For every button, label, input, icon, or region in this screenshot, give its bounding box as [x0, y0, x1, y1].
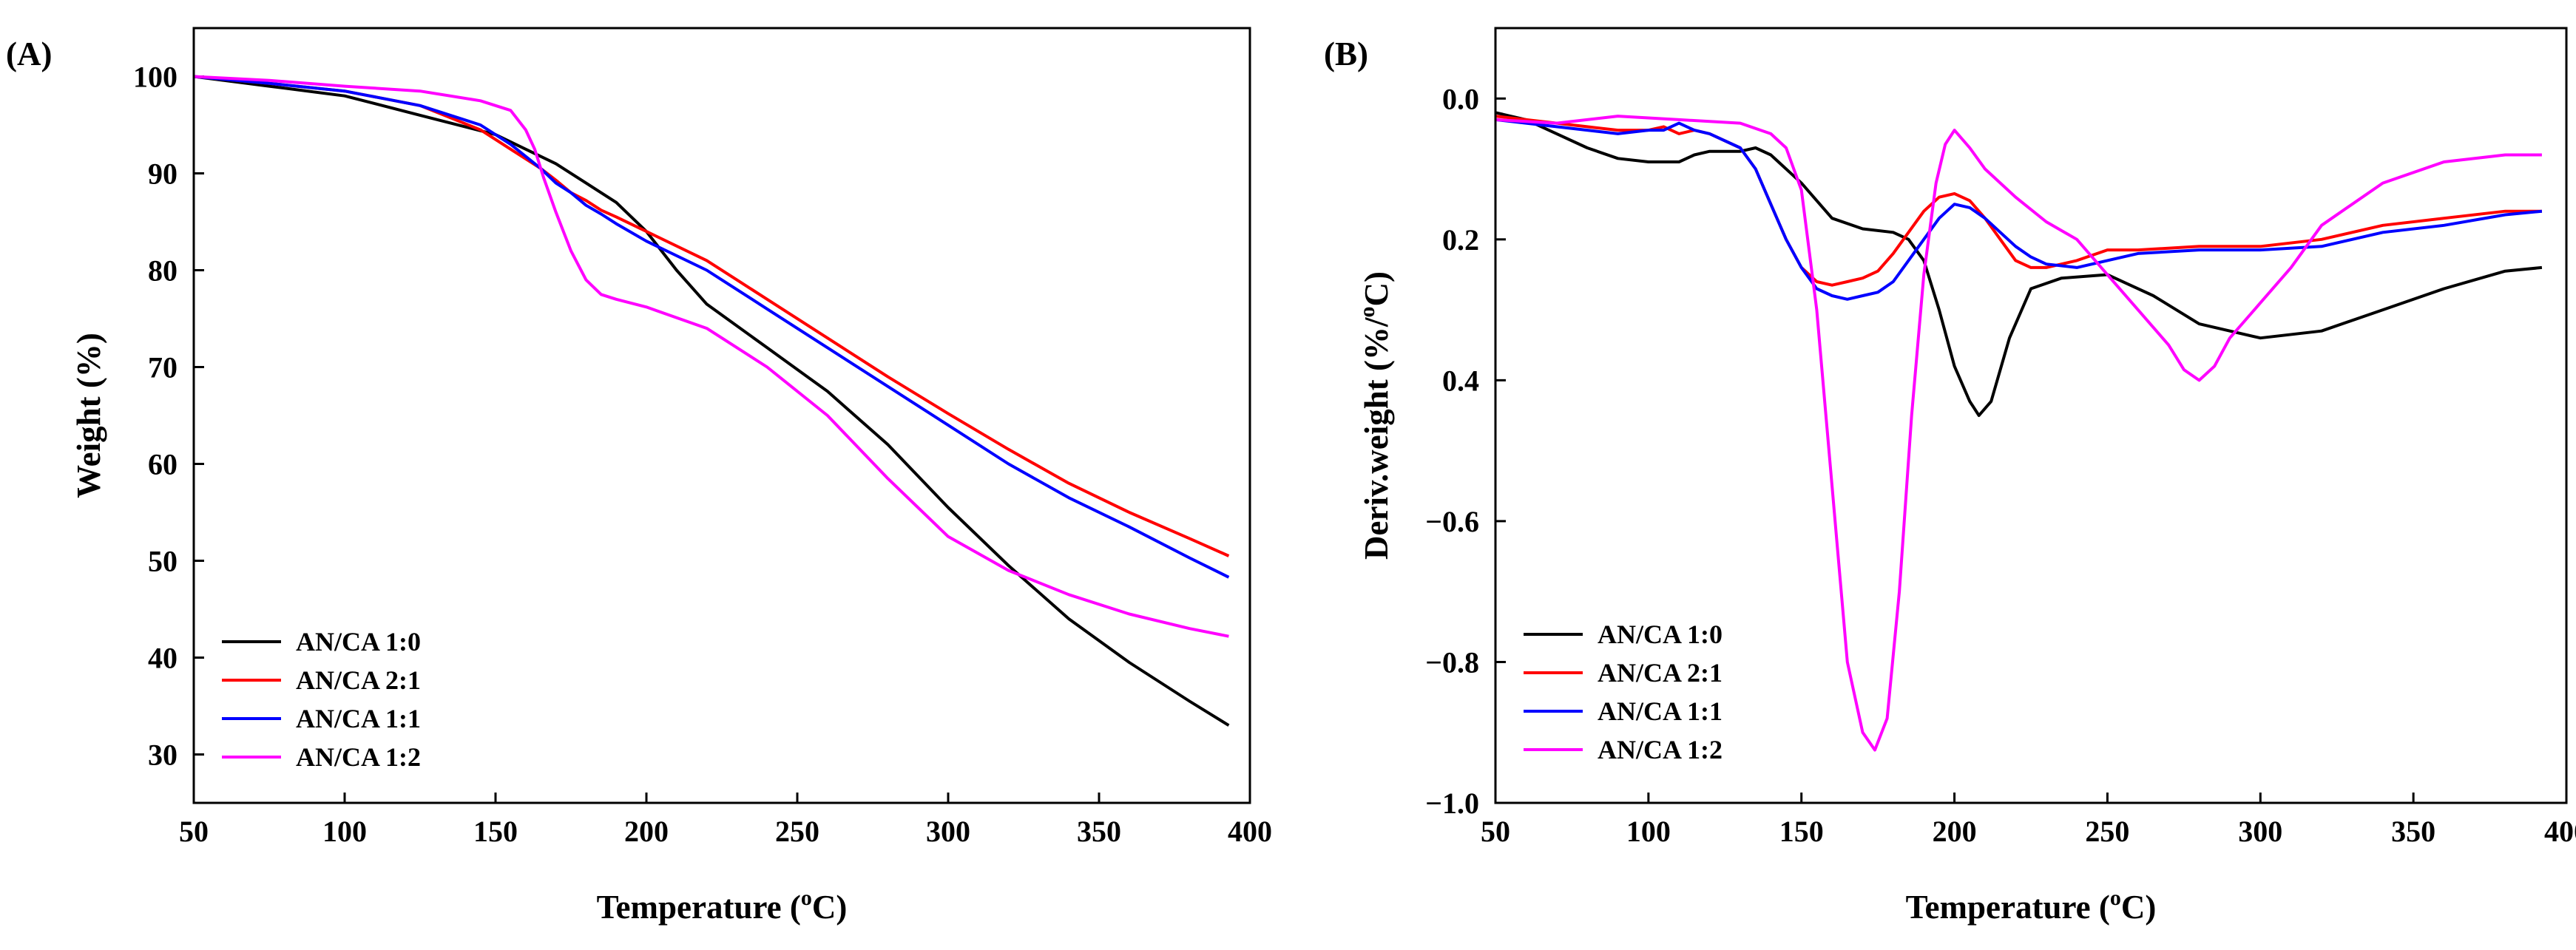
legend-label-a-1: AN/CA 1:0 [296, 627, 421, 656]
legend-label-b-4: AN/CA 1:2 [1598, 735, 1723, 764]
y-tick-label-b: −0.6 [1425, 505, 1479, 538]
panel-label-a: (A) [6, 35, 52, 72]
y-tick-label-b: −1.0 [1425, 787, 1479, 820]
plot-area-b: 50 100 150 200 250 300 350 400 0.0 0.2 0.4 −0.6 −0.8… [1425, 82, 2576, 848]
x-tick-label-a: 50 [179, 815, 209, 848]
plot-area-a: 50 100 150 200 250 300 350 400 30 40 50 60 70 80 90 100… [133, 61, 1272, 849]
panel-label-b: (B) [1324, 35, 1368, 72]
plot-frame-a [192, 27, 1251, 804]
legend-label-b-1: AN/CA 1:0 [1598, 620, 1723, 649]
x-tick-label-a: 300 [926, 815, 970, 848]
series-line-a-2 [193, 75, 1230, 557]
y-tick-label-a: 90 [148, 157, 178, 191]
series-line-a-1 [193, 75, 1230, 727]
x-tick-label-b: 50 [1481, 815, 1510, 848]
series-line-b-4 [1495, 115, 2542, 752]
series-line-a-4 [193, 75, 1229, 638]
y-tick-label-a: 80 [148, 254, 178, 288]
legend-label-a-4: AN/CA 1:2 [296, 742, 421, 772]
y-tick-label-b: 0.0 [1442, 82, 1479, 115]
plot-frame-b [1494, 27, 2568, 804]
x-tick-label-a: 100 [322, 815, 367, 848]
panel-a: (A) 50 100 150 200 250 300 350 400 30 40 50 60 70 80 9… [6, 27, 1272, 926]
panel-b: (B) 50 100 150 200 250 300 350 400 0.0 0.2 0.4 −0.6… [1324, 27, 2576, 926]
y-tick-label-b: 0.2 [1442, 223, 1479, 257]
x-tick-label-b: 100 [1626, 815, 1671, 848]
x-tick-label-a: 150 [473, 815, 518, 848]
series-line-b-3 [1495, 118, 2543, 301]
y-axis-title-a: Weight (%) [70, 333, 107, 498]
x-tick-label-a: 400 [1228, 815, 1272, 848]
x-tick-label-a: 250 [775, 815, 819, 848]
y-tick-label-a: 100 [133, 61, 178, 94]
y-tick-label-a: 40 [148, 642, 178, 675]
x-tick-label-b: 250 [2085, 815, 2129, 848]
y-tick-label-a: 60 [148, 448, 178, 481]
x-tick-label-b: 350 [2391, 815, 2435, 848]
y-tick-label-b: −0.8 [1425, 645, 1479, 679]
x-axis-title-a: Temperature (oC) [597, 886, 848, 926]
y-tick-label-a: 70 [148, 351, 178, 384]
x-tick-label-b: 150 [1779, 815, 1824, 848]
legend-label-b-2: AN/CA 2:1 [1598, 658, 1723, 688]
x-tick-label-b: 300 [2238, 815, 2282, 848]
series-line-b-2 [1495, 115, 2542, 287]
x-tick-label-a: 350 [1077, 815, 1121, 848]
legend-label-a-3: AN/CA 1:1 [296, 704, 421, 733]
y-tick-label-a: 50 [148, 545, 178, 578]
legend-label-a-2: AN/CA 2:1 [296, 665, 421, 695]
series-line-b-1 [1495, 111, 2543, 417]
y-tick-label-a: 30 [148, 739, 178, 772]
x-tick-label-a: 200 [624, 815, 669, 848]
legend-label-b-3: AN/CA 1:1 [1598, 696, 1723, 726]
y-axis-title-b: Deriv.weight (%/oC) [1355, 271, 1395, 560]
series-line-a-3 [193, 75, 1230, 579]
x-tick-label-b: 400 [2544, 815, 2576, 848]
x-axis-title-b: Temperature (oC) [1906, 886, 2157, 926]
y-tick-label-b: 0.4 [1442, 364, 1479, 397]
x-tick-label-b: 200 [1933, 815, 1977, 848]
